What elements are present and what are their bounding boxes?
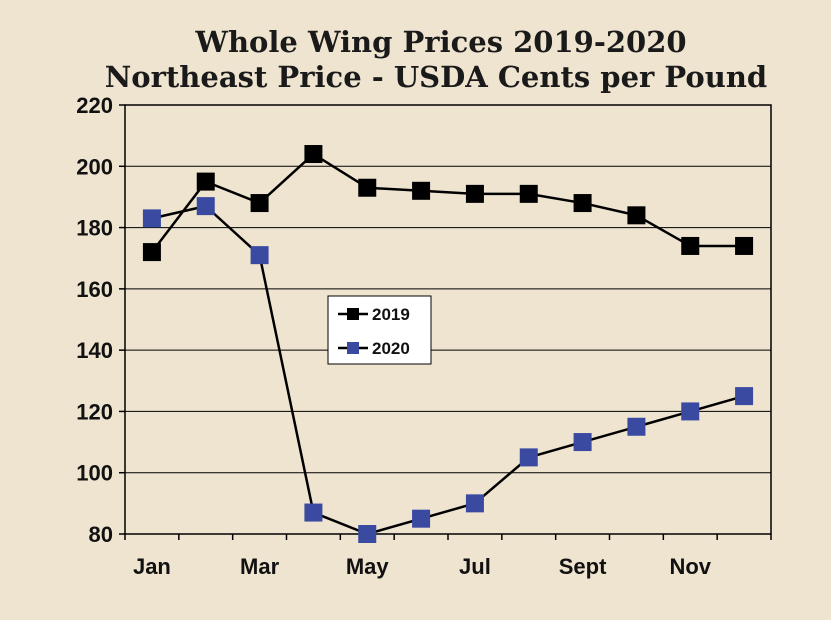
plot-area bbox=[124, 104, 772, 535]
point-2019-dec bbox=[735, 236, 754, 255]
point-2020-oct bbox=[627, 417, 646, 436]
point-2019-oct bbox=[627, 206, 646, 225]
series-2020 bbox=[142, 197, 754, 543]
x-tick-label-jul: Jul bbox=[459, 554, 491, 579]
y-tick-label-140: 140 bbox=[76, 338, 113, 363]
series-2019 bbox=[142, 145, 754, 262]
legend-marker-2019 bbox=[347, 308, 359, 320]
legend-marker-2020 bbox=[347, 342, 359, 354]
point-2020-may bbox=[358, 525, 377, 543]
y-tick-label-200: 200 bbox=[76, 154, 113, 179]
point-2019-feb bbox=[196, 172, 215, 191]
legend-label-2019: 2019 bbox=[372, 305, 410, 324]
legend-box bbox=[327, 295, 432, 365]
grid-lines bbox=[125, 165, 771, 474]
point-2019-aug bbox=[519, 184, 538, 203]
y-tick-label-180: 180 bbox=[76, 216, 113, 241]
point-2020-nov bbox=[681, 402, 700, 421]
y-tick-label-160: 160 bbox=[76, 277, 113, 302]
legend: 2019 2020 bbox=[327, 295, 432, 365]
y-tick-label-100: 100 bbox=[76, 461, 113, 486]
y-tick-label-120: 120 bbox=[76, 399, 113, 424]
point-2019-mar bbox=[250, 194, 269, 213]
point-2020-feb bbox=[196, 197, 215, 216]
legend-label-2020: 2020 bbox=[372, 339, 410, 358]
point-2019-apr bbox=[304, 145, 323, 164]
point-2020-apr bbox=[304, 503, 323, 522]
series-line-2020 bbox=[151, 204, 745, 536]
point-2020-sep bbox=[573, 433, 592, 452]
series-layer bbox=[142, 145, 754, 543]
y-tick-label-80: 80 bbox=[89, 522, 113, 547]
x-tick-label-nov: Nov bbox=[669, 554, 711, 579]
point-2020-jun bbox=[412, 509, 431, 528]
x-tick-label-sept: Sept bbox=[559, 554, 607, 579]
point-2019-jan bbox=[142, 243, 161, 262]
point-2019-may bbox=[358, 178, 377, 197]
point-2019-sep bbox=[573, 194, 592, 213]
x-tick-label-may: May bbox=[346, 554, 390, 579]
point-2020-aug bbox=[519, 448, 538, 467]
point-2019-nov bbox=[681, 236, 700, 255]
chart-subtitle: Northeast Price - USDA Cents per Pound bbox=[105, 60, 767, 94]
point-2020-dec bbox=[735, 387, 754, 406]
x-tick-label-jan: Jan bbox=[133, 554, 171, 579]
x-tick-label-mar: Mar bbox=[240, 554, 280, 579]
point-2020-jan bbox=[142, 209, 161, 228]
x-axis: Jan Mar May Jul Sept Nov bbox=[124, 534, 772, 579]
point-2019-jun bbox=[412, 181, 431, 200]
point-2020-jul bbox=[465, 494, 484, 513]
point-2019-jul bbox=[465, 184, 484, 203]
chart-title: Whole Wing Prices 2019-2020 bbox=[194, 25, 686, 59]
y-tick-label-220: 220 bbox=[76, 93, 113, 118]
y-axis: 80 100 120 140 160 180 200 220 bbox=[76, 93, 125, 547]
point-2020-mar bbox=[250, 246, 269, 265]
